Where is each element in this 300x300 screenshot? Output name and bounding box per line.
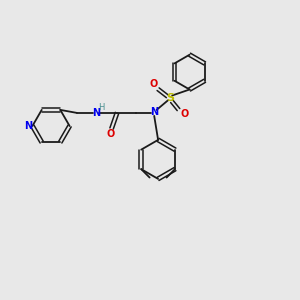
Text: H: H bbox=[98, 103, 104, 112]
Text: N: N bbox=[92, 108, 100, 118]
Text: O: O bbox=[149, 80, 158, 89]
Text: N: N bbox=[150, 107, 158, 117]
Text: N: N bbox=[24, 121, 32, 131]
Text: S: S bbox=[166, 94, 174, 103]
Text: O: O bbox=[180, 109, 188, 119]
Text: O: O bbox=[107, 129, 115, 139]
